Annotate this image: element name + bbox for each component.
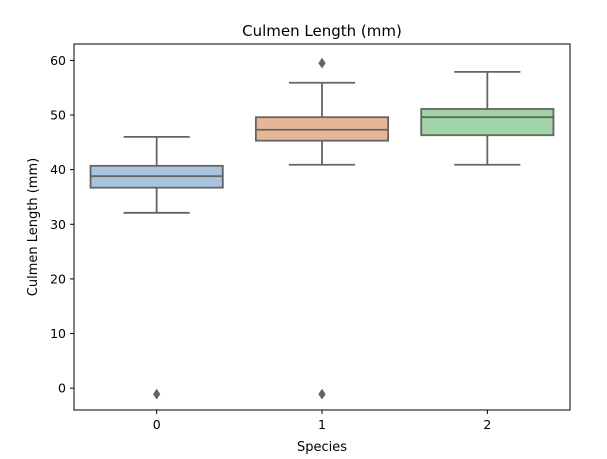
outlier-1-1 (318, 388, 326, 400)
outlier-1-0 (318, 57, 326, 69)
chart-title: Culmen Length (mm) (242, 22, 402, 40)
x-tick-label-1: 1 (318, 417, 326, 432)
x-tick-label-0: 0 (153, 417, 161, 432)
y-tick-label-10: 10 (50, 326, 66, 341)
x-tick-label-2: 2 (483, 417, 491, 432)
plot-area (89, 57, 555, 400)
y-tick-label-20: 20 (50, 271, 66, 286)
box-group-1 (254, 57, 390, 400)
box-2 (420, 108, 555, 137)
y-tick-label-60: 60 (50, 53, 66, 68)
x-axis-label: Species (297, 440, 347, 455)
box-group-0 (89, 135, 224, 400)
y-axis: 0 10 20 30 40 50 60 (50, 53, 74, 396)
outlier-0-0 (152, 388, 161, 400)
y-tick-label-40: 40 (50, 162, 66, 177)
box-group-2 (420, 70, 555, 166)
y-tick-label-50: 50 (50, 108, 66, 123)
y-tick-label-30: 30 (50, 217, 66, 232)
x-axis: 0 1 2 (153, 410, 491, 432)
y-tick-label-0: 0 (58, 381, 66, 396)
y-axis-label: Culmen Length (mm) (26, 158, 41, 296)
